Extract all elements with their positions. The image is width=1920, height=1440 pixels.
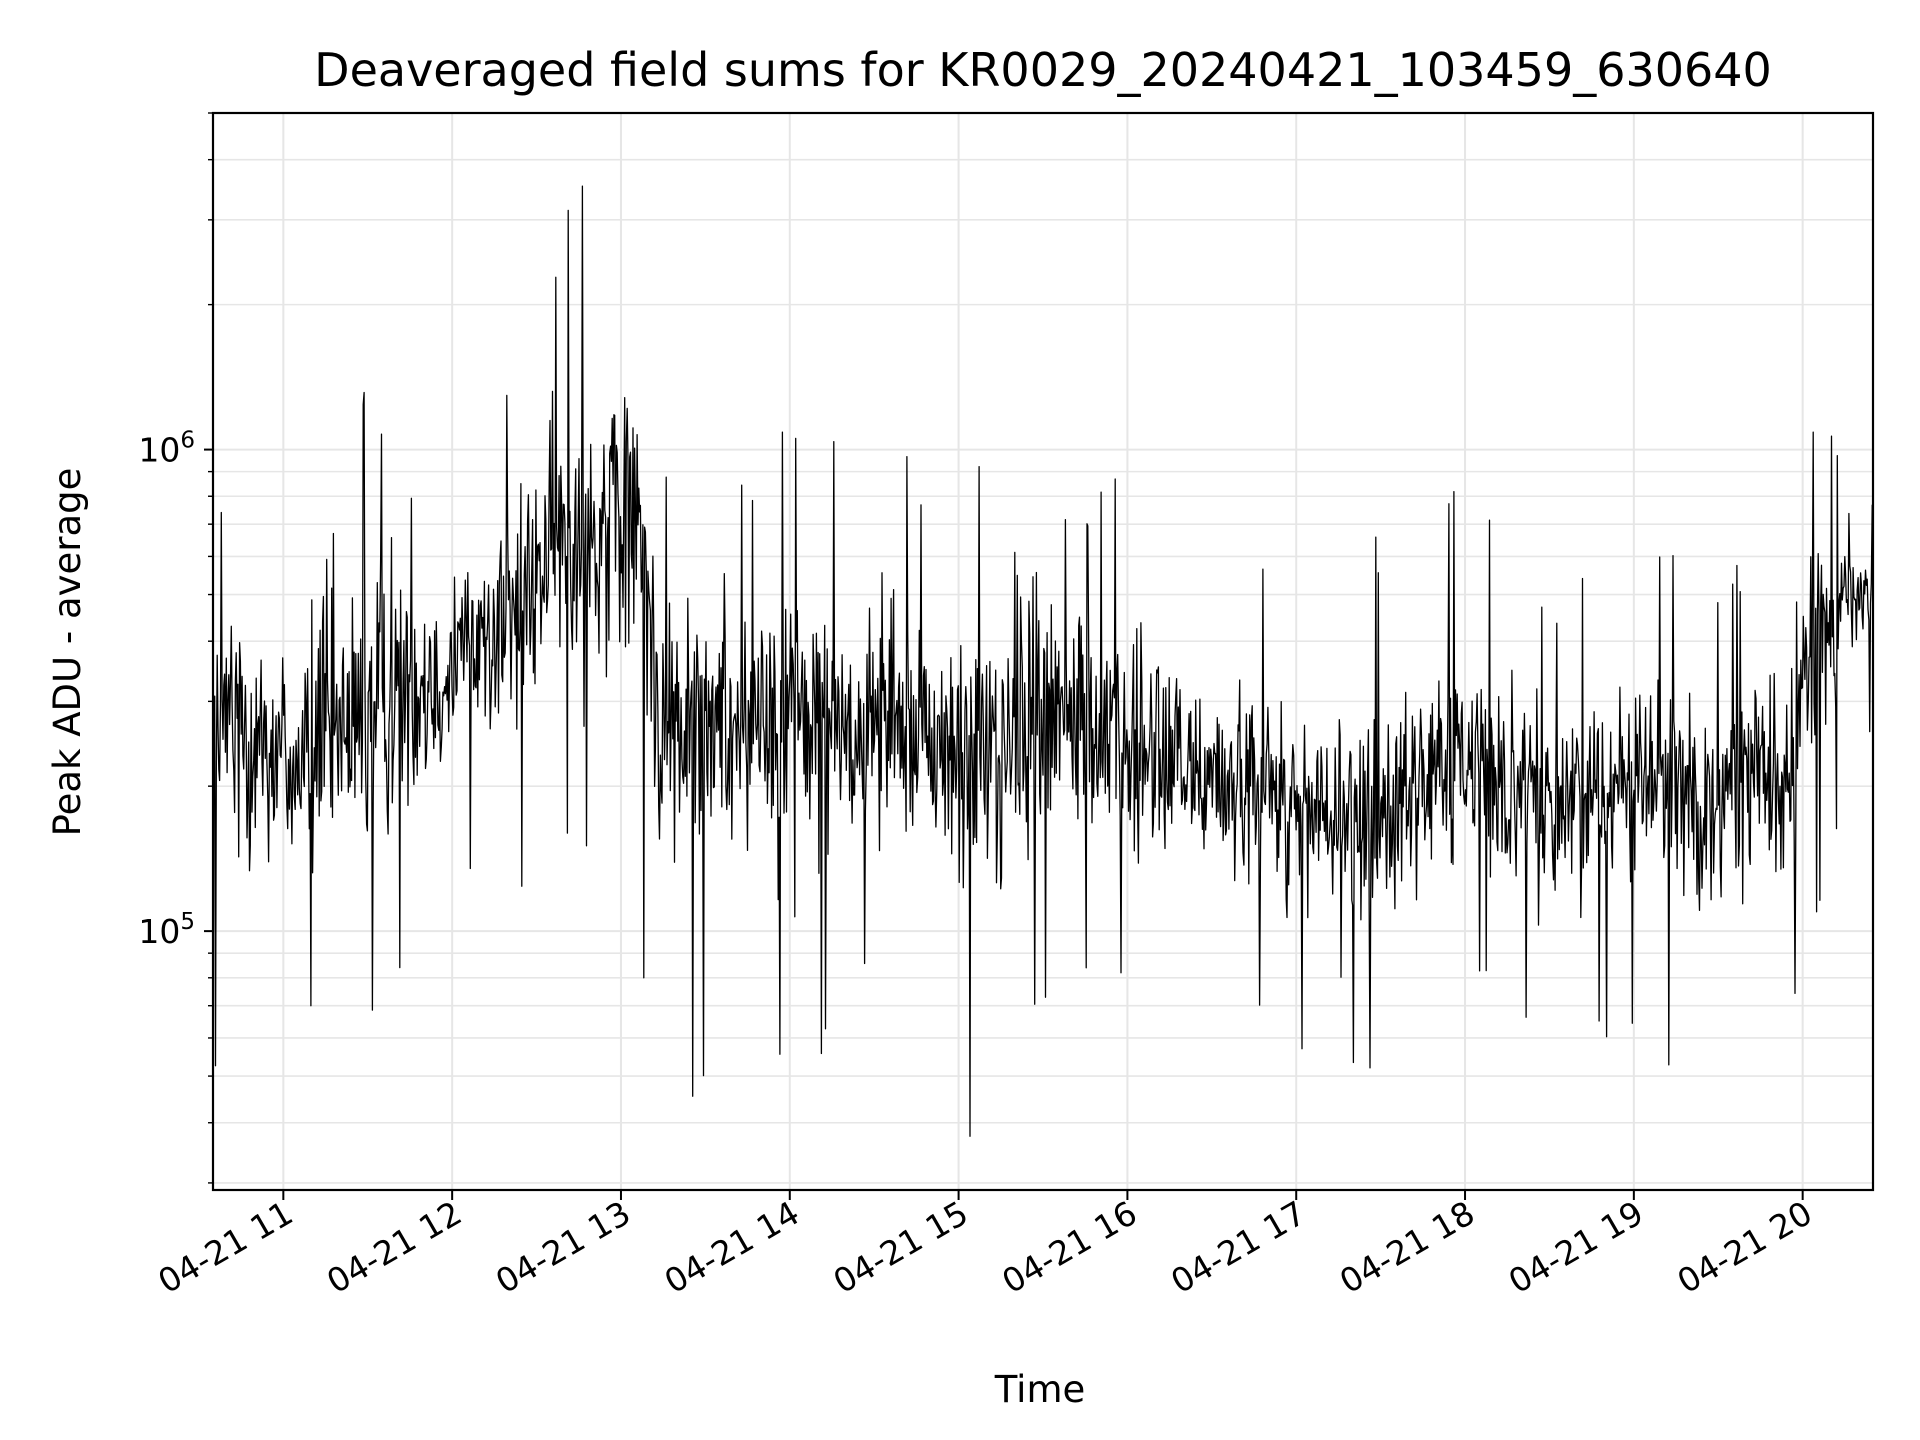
series-line — [212, 185, 1874, 1137]
data-series — [212, 185, 1874, 1137]
x-axis-title: Time — [994, 1368, 1086, 1411]
y-tick-label: 106 — [138, 428, 195, 470]
y-axis-title: Peak ADU - average — [46, 468, 89, 837]
plot-frame — [211, 111, 1875, 1192]
y-axis: 105 106 — [138, 112, 213, 1184]
y-tick-label: 105 — [138, 909, 195, 951]
chart-title: Deaveraged field sums for KR0029_2024042… — [314, 43, 1772, 97]
